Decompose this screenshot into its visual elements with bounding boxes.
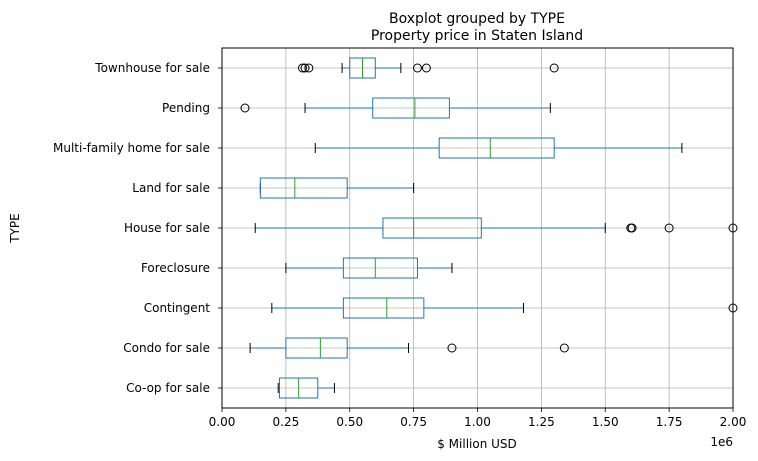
y-tick-label: Multi-family home for sale bbox=[53, 141, 210, 155]
iqr-box bbox=[438, 137, 555, 159]
outlier-point bbox=[304, 63, 314, 73]
y-tick-label: Pending bbox=[162, 101, 210, 115]
iqr-box bbox=[342, 297, 425, 319]
y-tick-label: Foreclosure bbox=[141, 261, 210, 275]
tick-layer: 0.00 0.25 0.50 0.75 1.00 1.25 1.50 1.75 2.00 Co-o… bbox=[53, 61, 746, 429]
y-tick-label: Co-op for sale bbox=[126, 381, 210, 395]
x-axis-offset-label: 1e6 bbox=[710, 435, 733, 449]
outlier-point bbox=[300, 63, 310, 73]
outlier-point bbox=[447, 343, 457, 353]
y-axis-label: TYPE bbox=[8, 213, 22, 243]
outlier-point bbox=[664, 223, 674, 233]
y-tick-label: Land for sale bbox=[132, 181, 210, 195]
x-tick-label: 1.00 bbox=[464, 415, 491, 429]
outlier-point bbox=[559, 343, 569, 353]
x-tick-label: 0.75 bbox=[400, 415, 427, 429]
outlier-point bbox=[627, 223, 637, 233]
iqr-box bbox=[382, 217, 482, 239]
y-tick-label: Townhouse for sale bbox=[94, 61, 210, 75]
iqr-box bbox=[372, 97, 450, 119]
chart-suptitle: Boxplot grouped by TYPE bbox=[389, 11, 565, 27]
x-tick-label: 1.25 bbox=[528, 415, 555, 429]
iqr-box bbox=[259, 177, 348, 199]
x-tick-label: 0.25 bbox=[273, 415, 300, 429]
plot-frame bbox=[221, 47, 734, 409]
outlier-point bbox=[412, 63, 422, 73]
x-tick-label: 2.00 bbox=[720, 415, 747, 429]
x-tick-label: 1.75 bbox=[656, 415, 683, 429]
y-tick-label: Contingent bbox=[144, 301, 211, 315]
x-tick-label: 0.00 bbox=[209, 415, 236, 429]
box-layer bbox=[240, 57, 738, 399]
iqr-box bbox=[285, 337, 348, 359]
y-tick-label: House for sale bbox=[124, 221, 210, 235]
iqr-box bbox=[342, 257, 418, 279]
outlier-point bbox=[297, 63, 307, 73]
chart-title: Property price in Staten Island bbox=[371, 28, 583, 44]
outlier-point bbox=[421, 63, 431, 73]
x-tick-label: 0.50 bbox=[336, 415, 363, 429]
y-tick-label: Condo for sale bbox=[123, 341, 210, 355]
outlier-point bbox=[240, 103, 250, 113]
x-tick-label: 1.50 bbox=[592, 415, 619, 429]
x-axis-label: $ Million USD bbox=[437, 437, 517, 451]
outlier-point bbox=[549, 63, 559, 73]
